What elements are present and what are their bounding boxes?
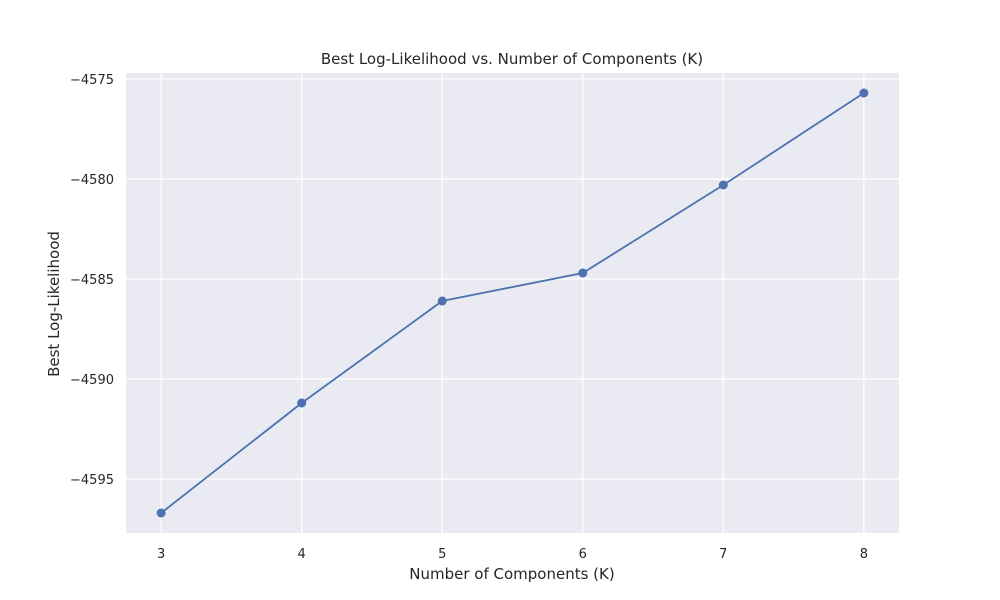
y-tick-label: −4575 (70, 73, 114, 88)
data-point (718, 180, 728, 190)
series-layer (156, 88, 869, 518)
x-tick-label: 7 (719, 547, 727, 562)
y-tick-label: −4590 (70, 373, 114, 388)
data-point (297, 398, 307, 408)
x-tick-label: 8 (860, 547, 868, 562)
y-tick-label: −4595 (70, 473, 114, 488)
x-tick-label: 3 (157, 547, 165, 562)
y-axis-label: Best Log-Likelihood (45, 231, 63, 377)
x-tick-label: 6 (579, 547, 587, 562)
x-axis-label: Number of Components (K) (409, 565, 614, 583)
chart-title: Best Log-Likelihood vs. Number of Compon… (321, 50, 703, 68)
y-tick-label: −4580 (70, 173, 114, 188)
data-point (156, 508, 166, 518)
series-line (160, 92, 865, 514)
data-point (859, 88, 869, 98)
data-point (437, 296, 447, 306)
data-point (578, 268, 588, 278)
grid (126, 73, 899, 533)
x-tick-label: 5 (438, 547, 446, 562)
y-tick-label: −4585 (70, 273, 114, 288)
plot-area (126, 73, 899, 533)
ticks: 3 4 5 6 7 8 −4595 −4590 −4585 −4580 −4575 (70, 73, 868, 562)
x-tick-label: 4 (298, 547, 306, 562)
